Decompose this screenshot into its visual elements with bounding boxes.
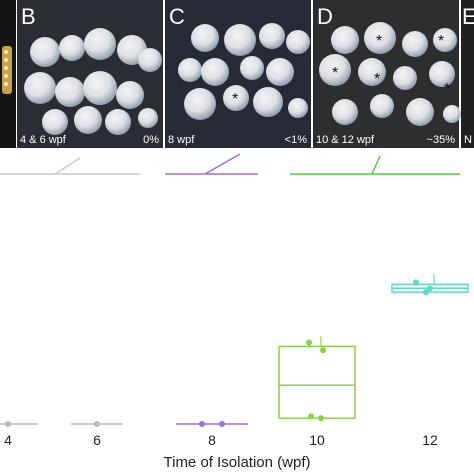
x-tick-label-8: 8 [208,432,216,448]
data-point-10-3 [318,415,324,422]
panel-b-caption-left: 4 & 6 wpf [20,134,67,146]
panel-c: * C 8 wpf <1% [165,0,311,148]
panel-d-asterisk-2: * [438,33,444,50]
data-point-10-1 [306,339,312,346]
data-point-10-2 [320,347,326,354]
panel-d-asterisk-5: * [444,81,450,98]
panel-e-partial: E N [461,0,474,148]
x-tick-labels: 4 6 8 10 12 [4,432,438,448]
panel-c-caption-left: 8 wpf [168,134,195,146]
box-plot [0,274,469,427]
connector-lines [0,153,460,175]
panel-d-asterisk-1: * [376,33,382,50]
x-tick-label-10: 10 [309,432,325,448]
panel-d: * * * * * D 10 & 12 wpf ~35% [313,0,461,148]
data-point-8-1 [199,421,205,427]
data-point-8-2 [219,421,225,427]
data-point-4-1 [5,421,11,427]
data-point-10-4 [308,413,314,420]
x-tick-label-12: 12 [422,432,438,448]
panel-d-asterisk-3: * [332,65,338,82]
data-point-12-1 [413,279,419,286]
data-point-6-1 [94,421,100,427]
panel-d-letter: D [317,4,333,29]
data-point-12-3 [427,285,433,292]
data-point-12-2 [423,289,429,296]
x-tick-label-4: 4 [4,432,12,448]
box-10 [278,345,356,419]
x-tick-label-6: 6 [93,432,101,448]
panel-a-partial [0,0,16,148]
panel-d-asterisk-4: * [374,71,380,88]
panel-d-caption-left: 10 & 12 wpf [316,134,375,146]
panel-e-letter: E [462,4,474,29]
panel-b: B 4 & 6 wpf 0% [17,0,163,148]
panel-d-caption-right: ~35% [427,134,456,146]
panel-c-caption-right: <1% [285,134,308,146]
panel-b-letter: B [21,4,36,29]
panel-e-caption-left: N [464,134,472,146]
panel-c-asterisk: * [232,91,238,108]
panel-b-caption-right: 0% [143,134,159,146]
x-axis-title: Time of Isolation (wpf) [164,454,311,471]
panel-c-letter: C [169,4,185,29]
